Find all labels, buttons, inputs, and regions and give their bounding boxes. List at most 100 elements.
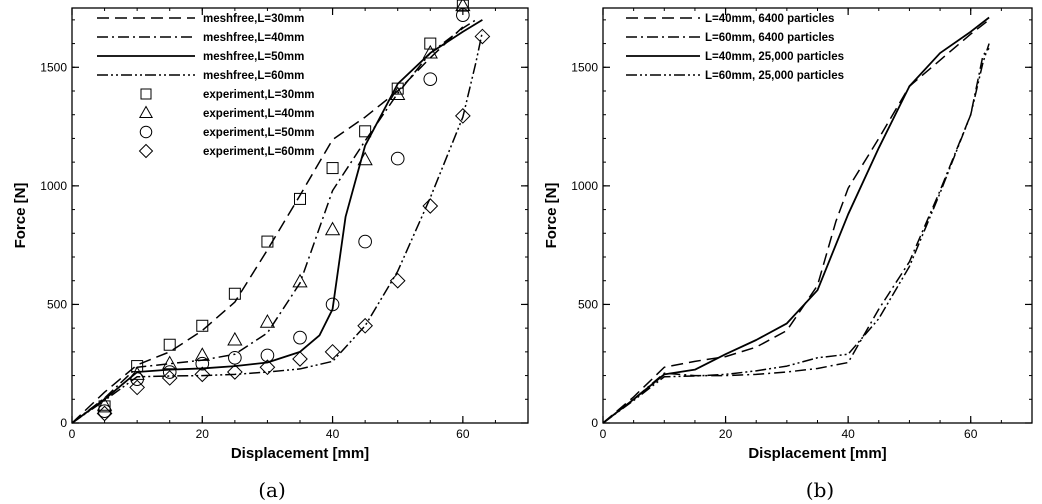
legend-label: experiment,L=50mm <box>203 127 315 139</box>
legend-label: meshfree,L=60mm <box>203 70 304 82</box>
data-point-triangle <box>259 314 276 328</box>
data-point-square <box>391 82 404 95</box>
chart-panel-a: 0 20 40 60 0 500 1000 1500 Displacement [mm] Forc… <box>12 0 529 502</box>
data-point-triangle <box>324 221 341 236</box>
chart-panel-b: 0 20 40 60 0 500 1000 1500 Displacement [mm] Forc… <box>543 7 1033 502</box>
series-3 <box>71 19 483 424</box>
data-point-square <box>326 162 339 175</box>
y-tick-label: 500 <box>47 297 67 311</box>
data-point-triangle <box>422 44 438 59</box>
series-8 <box>96 28 491 422</box>
data-point-diamond <box>474 28 491 45</box>
data-point-diamond <box>357 317 373 334</box>
data-point-diamond <box>227 364 243 380</box>
panel-caption: (b) <box>806 478 834 502</box>
legend-symbol <box>138 143 154 159</box>
series-2 <box>602 47 990 424</box>
legend-label: experiment,L=30mm <box>203 89 315 101</box>
series-4 <box>71 31 484 424</box>
series-line <box>602 43 990 424</box>
y-tick-label: 1500 <box>571 60 598 74</box>
series-line <box>71 26 464 424</box>
legend-symbol <box>138 105 154 119</box>
y-axis-label: Force [N] <box>12 183 29 249</box>
y-tick-label: 1500 <box>40 60 67 74</box>
data-point-square <box>359 125 372 138</box>
legend-label: L=40mm, 6400 particles <box>705 13 834 25</box>
x-axis-label: Displacement [mm] <box>231 445 369 462</box>
y-axis-label: Force [N] <box>543 183 560 249</box>
series-line <box>602 47 990 424</box>
legend-label: L=40mm, 25,000 particles <box>705 51 844 63</box>
data-point-triangle <box>194 347 210 361</box>
series-1 <box>71 26 464 424</box>
data-point-triangle <box>357 151 373 166</box>
data-point-triangle <box>390 86 406 101</box>
legend: L=40mm, 6400 particles L=60mm, 6400 parti… <box>626 13 844 82</box>
data-point-circle <box>325 297 340 312</box>
data-point-circle <box>390 151 405 166</box>
data-point-square <box>261 235 274 248</box>
series-line <box>71 31 484 424</box>
series-line <box>602 19 990 424</box>
x-tick-label: 0 <box>600 427 607 441</box>
data-point-diamond <box>455 108 471 124</box>
data-point-triangle <box>227 331 243 346</box>
legend-symbol <box>140 88 152 100</box>
data-point-square <box>163 338 176 351</box>
y-tick-label: 0 <box>591 416 598 430</box>
data-point-circle <box>423 72 438 86</box>
data-point-square <box>424 37 437 50</box>
legend-symbol <box>139 125 153 139</box>
series-3 <box>602 16 990 424</box>
data-point-triangle <box>455 0 471 12</box>
series-line <box>602 16 990 424</box>
y-tick-label: 1000 <box>40 179 67 193</box>
y-tick-label: 0 <box>60 416 67 430</box>
data-point-triangle <box>292 273 308 288</box>
x-tick-label: 40 <box>841 427 855 441</box>
data-point-diamond <box>389 272 406 289</box>
data-point-circle <box>162 365 177 379</box>
data-point-diamond <box>194 366 211 383</box>
data-point-circle <box>97 404 112 418</box>
data-point-circle <box>228 350 242 365</box>
plot-frame <box>602 7 1033 424</box>
x-tick-label: 0 <box>69 427 76 441</box>
data-point-triangle <box>162 355 178 370</box>
data-point-triangle <box>96 397 113 411</box>
x-tick-label: 40 <box>326 427 340 441</box>
series-1 <box>602 19 990 424</box>
series-7 <box>97 8 470 418</box>
legend-label: meshfree,L=40mm <box>203 32 304 44</box>
data-point-square <box>98 400 111 413</box>
x-tick-label: 20 <box>719 427 733 441</box>
data-point-diamond <box>96 405 113 422</box>
legend-label: meshfree,L=30mm <box>203 13 304 25</box>
series-6 <box>96 0 471 411</box>
data-point-square <box>228 287 241 300</box>
data-point-diamond <box>129 379 145 396</box>
legend: meshfree,L=30mm meshfree,L=40mm meshfree,L… <box>97 13 315 159</box>
x-tick-label: 20 <box>196 427 210 441</box>
data-point-square <box>131 360 144 373</box>
legend-label: experiment,L=60mm <box>203 146 315 158</box>
x-tick-label: 60 <box>456 427 470 441</box>
data-point-square <box>294 192 306 205</box>
data-point-diamond <box>422 198 439 214</box>
data-point-square <box>196 319 209 332</box>
data-point-circle <box>130 372 144 386</box>
data-point-circle <box>358 234 372 249</box>
legend-label: L=60mm, 25,000 particles <box>705 70 844 82</box>
series-4 <box>602 43 990 424</box>
x-axis-label: Displacement [mm] <box>748 445 886 462</box>
legend-label: L=60mm, 6400 particles <box>705 32 834 44</box>
series-line <box>71 19 483 424</box>
data-point-diamond <box>324 344 341 360</box>
data-point-diamond <box>292 351 308 367</box>
data-point-circle <box>456 8 470 22</box>
y-tick-label: 500 <box>578 297 598 311</box>
legend-label: meshfree,L=50mm <box>203 51 304 63</box>
data-point-diamond <box>161 370 178 386</box>
